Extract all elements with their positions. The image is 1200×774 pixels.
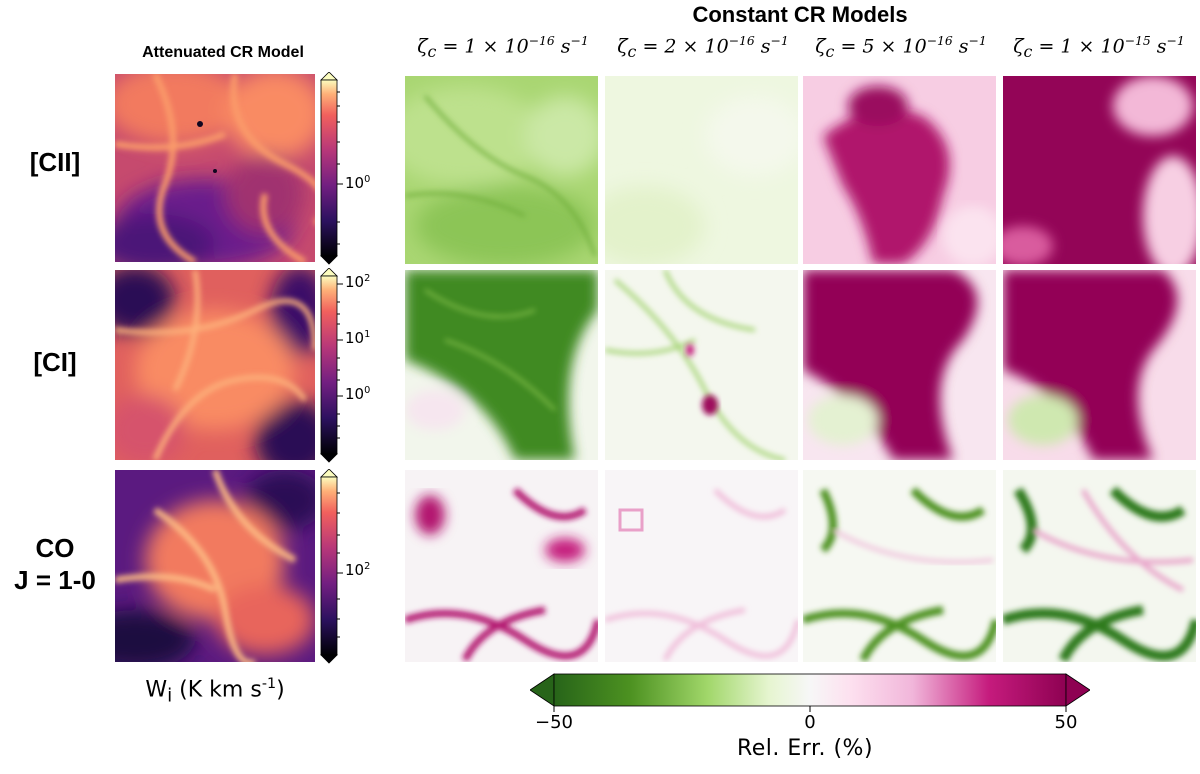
relerr-ci-zeta3 [803, 270, 996, 460]
row-label-cii: [CII] [29, 147, 81, 177]
colorbar-co-tick-1: 102 [345, 561, 371, 579]
relerr-cii-zeta3 [803, 76, 996, 264]
colorbar-cii-tick-1: 100 [345, 174, 371, 192]
relerr-tick-max: 50 [1054, 712, 1078, 733]
relerr-ci-zeta4 [1003, 270, 1196, 460]
relerr-co-zeta1 [405, 470, 598, 662]
colorbar-ci-tick-3: 100 [345, 385, 371, 403]
row-label-co-line2: J = 1-0 [14, 565, 96, 595]
attenuated-ci-colorbar [320, 268, 343, 463]
relerr-cii-zeta2 [605, 76, 798, 264]
column-header-2: ζc = 2 × 10−16 s−1 [617, 34, 789, 62]
attenuated-cii-colorbar [320, 72, 343, 265]
attenuated-ci-map [115, 270, 315, 460]
colorbar-ci-tick-2: 101 [345, 329, 371, 347]
relerr-colorbar [530, 673, 1090, 712]
colorbar-ci-tick-1: 102 [345, 273, 371, 291]
left-colorbar-label: Wi (K km s-1) [145, 676, 285, 707]
relerr-co-zeta2 [605, 470, 798, 662]
left-column-title: Attenuated CR Model [142, 44, 304, 61]
relerr-tick-zero: 0 [804, 712, 816, 733]
chart-title: Constant CR Models [692, 2, 908, 27]
row-label-co: CO J = 1-0 [0, 532, 110, 596]
relerr-cii-zeta4 [1003, 76, 1196, 264]
row-label-ci: [CI] [33, 347, 77, 377]
attenuated-co-colorbar [320, 469, 343, 664]
attenuated-co-map [115, 470, 315, 662]
attenuated-cii-map [115, 74, 315, 262]
relerr-co-zeta3 [803, 470, 996, 662]
relerr-ci-zeta1 [405, 270, 598, 460]
relerr-colorbar-label: Rel. Err. (%) [736, 736, 874, 761]
row-label-co-line1: CO [35, 533, 75, 563]
relerr-ci-zeta2 [605, 270, 798, 460]
relerr-co-zeta4 [1003, 470, 1196, 662]
relerr-tick-min: −50 [535, 712, 573, 733]
column-header-3: ζc = 5 × 10−16 s−1 [815, 34, 987, 62]
column-header-4: ζc = 1 × 10−15 s−1 [1013, 34, 1185, 62]
relerr-cii-zeta1 [405, 76, 598, 264]
column-header-1: ζc = 1 × 10−16 s−1 [417, 34, 589, 62]
